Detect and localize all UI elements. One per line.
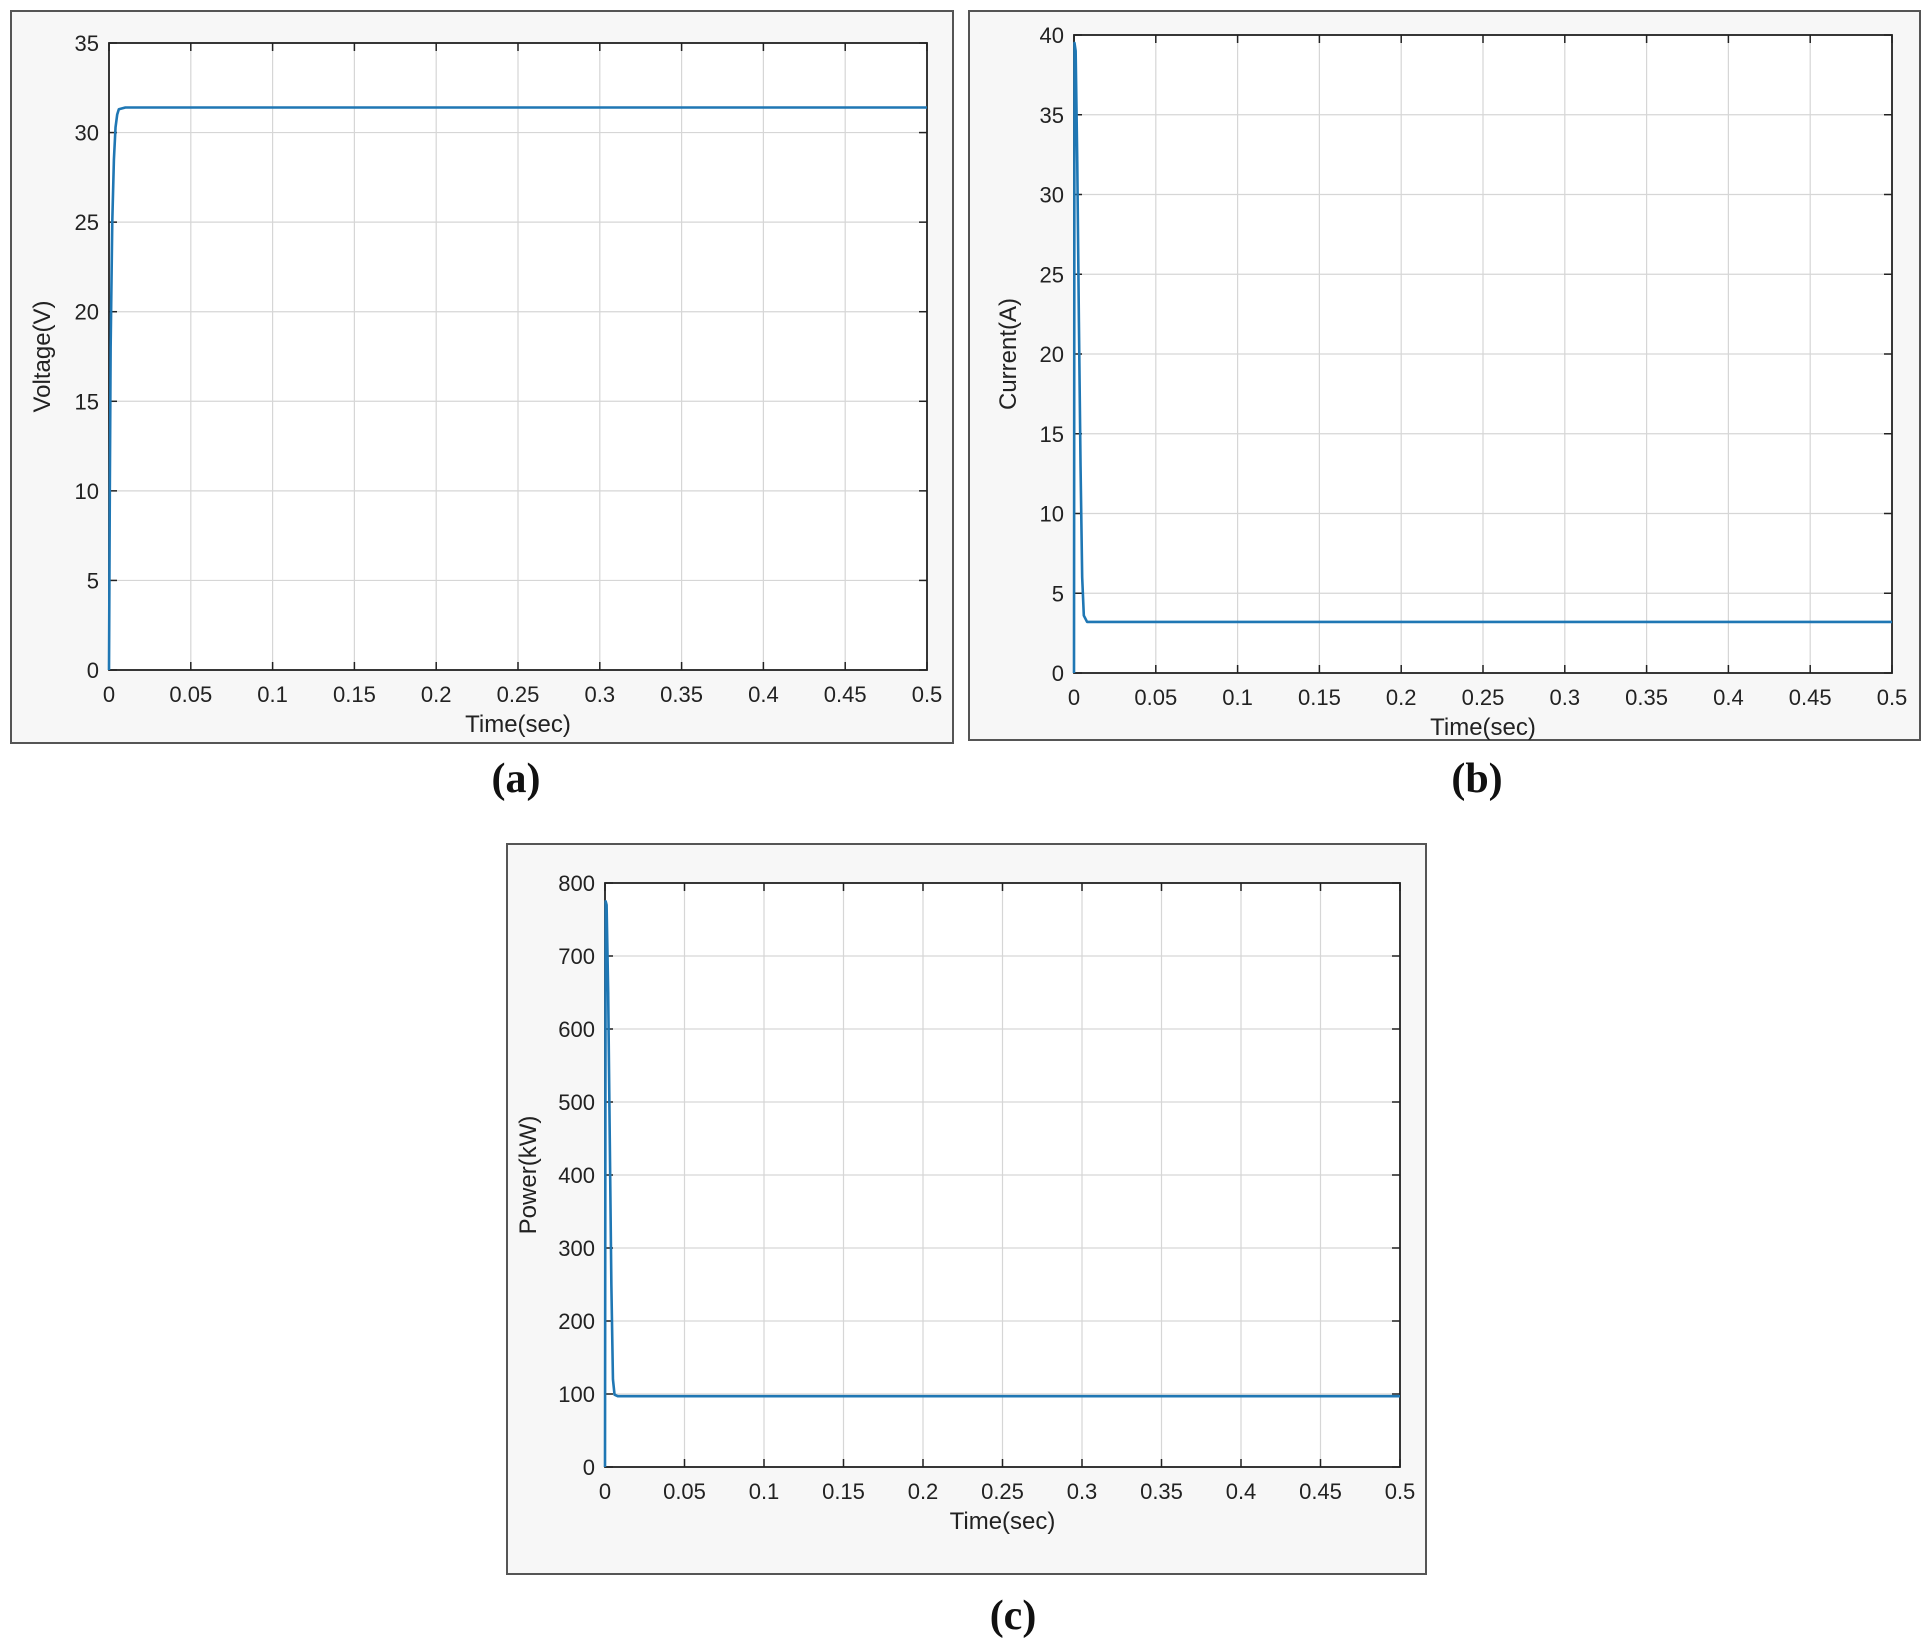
x-tick-label: 0.4 [1713, 685, 1744, 710]
x-tick-label: 0.15 [822, 1479, 865, 1504]
y-tick-label: 0 [1052, 661, 1064, 686]
caption-a: (a) [491, 756, 541, 802]
panel-c: 0 0.05 0.1 0.15 0.2 0.25 0.3 0.35 0.4 0.45 0.5 0 100… [506, 843, 1427, 1575]
x-axis-label: Time(sec) [465, 711, 571, 738]
x-tick-label: 0.1 [749, 1479, 780, 1504]
y-tick-label: 40 [1040, 23, 1064, 48]
x-tick-label: 0.5 [1877, 685, 1908, 710]
y-tick-label: 0 [87, 658, 99, 683]
x-tick-label: 0.45 [1789, 685, 1832, 710]
x-tick-label: 0.1 [1222, 685, 1253, 710]
x-tick-label: 0.05 [1134, 685, 1177, 710]
x-axis-label: Time(sec) [1430, 714, 1536, 741]
y-tick-label: 300 [558, 1236, 595, 1261]
x-tick-label: 0.05 [169, 682, 212, 707]
series-line [603, 899, 1400, 1468]
y-tick-label: 35 [75, 31, 99, 56]
y-tick-label: 25 [1040, 262, 1064, 287]
panel-a: 0 0.05 0.1 0.15 0.2 0.25 0.3 0.35 0.4 0.45 0.5 0 5 10… [10, 10, 954, 744]
x-tick-label: 0.25 [1462, 685, 1505, 710]
y-tick-label: 800 [558, 871, 595, 896]
x-tick-label: 0.3 [1067, 1479, 1098, 1504]
y-tick-label: 600 [558, 1017, 595, 1042]
y-tick-label: 25 [75, 210, 99, 235]
x-tick-label: 0.4 [1226, 1479, 1257, 1504]
y-tick-label: 5 [87, 568, 99, 593]
x-tick-label: 0.2 [908, 1479, 939, 1504]
x-tick-label: 0.15 [1298, 685, 1341, 710]
y-tick-label: 20 [75, 300, 99, 325]
voltage-chart: 0 0.05 0.1 0.15 0.2 0.25 0.3 0.35 0.4 0.45 0.5 0 5 10… [10, 10, 954, 744]
x-tick-label: 0.05 [663, 1479, 706, 1504]
x-axis-label: Time(sec) [950, 1508, 1056, 1535]
y-axis-label: Voltage(V) [29, 300, 56, 412]
x-tick-label: 0.15 [333, 682, 376, 707]
y-tick-label: 500 [558, 1090, 595, 1115]
x-tick-label: 0 [599, 1479, 611, 1504]
x-tick-label: 0.35 [660, 682, 703, 707]
x-tick-label: 0 [103, 682, 115, 707]
x-tick-label: 0.45 [824, 682, 867, 707]
series-line [1072, 41, 1892, 674]
y-tick-label: 10 [75, 479, 99, 504]
power-chart: 0 0.05 0.1 0.15 0.2 0.25 0.3 0.35 0.4 0.45 0.5 0 100… [506, 843, 1427, 1575]
axes-box [108, 42, 928, 671]
x-tick-label: 0.35 [1140, 1479, 1183, 1504]
x-tick-label: 0.35 [1625, 685, 1668, 710]
y-tick-label: 15 [1040, 422, 1064, 447]
current-chart: 0 0.05 0.1 0.15 0.2 0.25 0.3 0.35 0.4 0.45 0.5 0 5 10… [968, 10, 1921, 741]
x-tick-label: 0.2 [1386, 685, 1417, 710]
x-tick-label: 0.1 [257, 682, 288, 707]
y-tick-label: 10 [1040, 502, 1064, 527]
y-tick-label: 15 [75, 389, 99, 414]
x-tick-label: 0.3 [1550, 685, 1581, 710]
y-axis-label: Power(kW) [515, 1116, 542, 1235]
x-tick-label: 0.25 [981, 1479, 1024, 1504]
panel-b: 0 0.05 0.1 0.15 0.2 0.25 0.3 0.35 0.4 0.45 0.5 0 5 10… [968, 10, 1921, 741]
x-tick-label: 0.2 [421, 682, 452, 707]
x-tick-label: 0 [1068, 685, 1080, 710]
y-tick-label: 20 [1040, 342, 1064, 367]
y-tick-label: 100 [558, 1382, 595, 1407]
y-tick-label: 30 [1040, 183, 1064, 208]
caption-b: (b) [1451, 756, 1503, 802]
y-tick-label: 30 [75, 121, 99, 146]
x-tick-label: 0.5 [912, 682, 943, 707]
x-tick-label: 0.5 [1385, 1479, 1416, 1504]
y-tick-label: 35 [1040, 103, 1064, 128]
y-tick-label: 0 [583, 1455, 595, 1480]
y-tick-label: 5 [1052, 581, 1064, 606]
y-tick-label: 700 [558, 944, 595, 969]
caption-c: (c) [989, 1593, 1037, 1639]
x-tick-label: 0.25 [497, 682, 540, 707]
series-line [107, 106, 927, 671]
y-axis-label: Current(A) [995, 298, 1022, 410]
y-tick-label: 200 [558, 1309, 595, 1334]
x-tick-label: 0.3 [585, 682, 616, 707]
y-tick-label: 400 [558, 1163, 595, 1188]
x-tick-label: 0.4 [748, 682, 779, 707]
x-tick-label: 0.45 [1299, 1479, 1342, 1504]
